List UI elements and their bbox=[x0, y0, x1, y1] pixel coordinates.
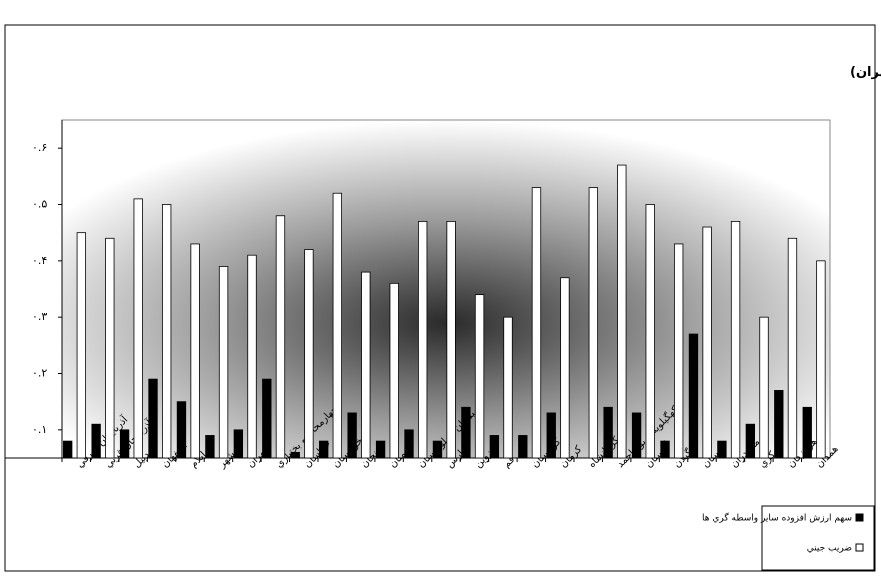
bar bbox=[389, 282, 399, 459]
bar bbox=[603, 406, 613, 459]
bar bbox=[645, 204, 655, 459]
bar bbox=[774, 389, 784, 459]
bar bbox=[162, 204, 172, 459]
bar bbox=[133, 198, 143, 459]
bar bbox=[304, 249, 314, 459]
bar bbox=[218, 266, 229, 459]
bar bbox=[91, 423, 101, 459]
bar bbox=[446, 220, 456, 459]
bar bbox=[176, 401, 187, 459]
bar bbox=[489, 435, 500, 459]
bar bbox=[105, 237, 115, 459]
bar bbox=[205, 435, 215, 459]
bar bbox=[474, 294, 485, 459]
bar bbox=[531, 187, 542, 459]
bar bbox=[688, 333, 699, 459]
legend-swatch bbox=[855, 543, 864, 552]
bar bbox=[518, 435, 528, 459]
bar bbox=[816, 260, 826, 459]
legend-label: ضريب جيني bbox=[807, 544, 852, 554]
bar bbox=[375, 440, 386, 459]
legend-label: سهم ارزش افزوده ساير واسطه گري ها bbox=[702, 512, 852, 524]
bar bbox=[275, 215, 286, 459]
bar bbox=[560, 277, 570, 459]
bar bbox=[660, 440, 670, 459]
bar bbox=[347, 412, 357, 459]
bar bbox=[730, 220, 741, 459]
bar bbox=[546, 412, 556, 459]
y-tick-label: ۰.۴ bbox=[32, 254, 47, 267]
bar bbox=[76, 232, 87, 459]
bar bbox=[332, 192, 343, 459]
bar bbox=[717, 440, 727, 459]
bar bbox=[63, 440, 73, 459]
bar bbox=[759, 316, 769, 459]
y-tick-label: ۰.۵ bbox=[32, 198, 47, 211]
chart-border bbox=[4, 24, 876, 572]
legend-box bbox=[761, 505, 875, 571]
bar bbox=[787, 237, 798, 459]
chart-title: نمودار ۱: ارزش افزوده دیگر واسطه‌گری‌های… bbox=[850, 64, 881, 80]
bar bbox=[190, 243, 200, 459]
bar bbox=[674, 243, 684, 459]
bar bbox=[702, 226, 712, 459]
bar bbox=[290, 451, 300, 459]
bar bbox=[631, 412, 642, 459]
bar bbox=[588, 187, 599, 459]
bar bbox=[233, 429, 244, 459]
bar bbox=[404, 429, 414, 459]
bar bbox=[319, 440, 329, 459]
y-tick-label: ۰.۲ bbox=[32, 367, 47, 380]
bar bbox=[262, 378, 272, 459]
y-tick-label: ۰.۳ bbox=[32, 310, 47, 323]
bar bbox=[418, 220, 428, 459]
plot-area bbox=[61, 119, 831, 459]
bar bbox=[802, 406, 812, 459]
y-tick-label: ۰.۶ bbox=[32, 141, 47, 154]
legend: سهم ارزش افزوده ساير واسطه گري ها ضريب جي… bbox=[702, 505, 875, 571]
bar bbox=[119, 429, 130, 459]
bar bbox=[361, 271, 371, 459]
legend-swatch bbox=[855, 513, 864, 522]
bar bbox=[432, 440, 443, 459]
bar bbox=[148, 378, 158, 459]
bar bbox=[745, 423, 756, 459]
bar bbox=[503, 316, 513, 459]
bar bbox=[461, 406, 471, 459]
y-tick-label: ۰.۱ bbox=[32, 423, 47, 436]
bar bbox=[617, 164, 627, 459]
bar bbox=[247, 254, 257, 459]
